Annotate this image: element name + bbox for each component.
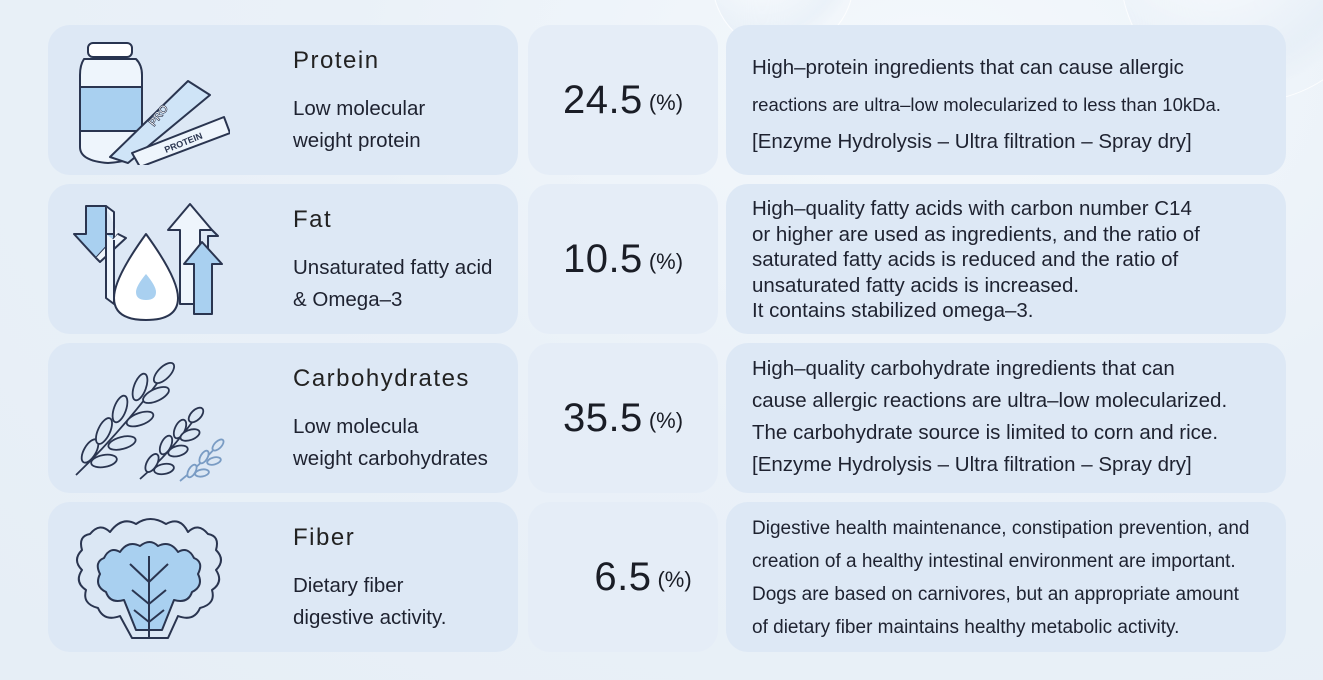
description-card — [726, 25, 1286, 175]
description-line: [Enzyme Hydrolysis – Ultra filtration – … — [752, 453, 1192, 476]
nutrient-description: High–quality carbohydrate ingredients th… — [752, 353, 1282, 481]
description-line: saturated fatty acids is reduced and the… — [752, 248, 1179, 271]
percentage-card — [528, 343, 718, 493]
description-line: High–quality fatty acids with carbon num… — [752, 197, 1192, 220]
nutrient-subtitle: Dietary fiber digestive activity. — [293, 570, 513, 634]
percentage-value: 35.5 — [562, 395, 643, 440]
nutrient-percentage: 35.5 (%) — [528, 343, 718, 493]
description-line: of dietary fiber maintains healthy metab… — [752, 617, 1180, 638]
nutrient-title: Fiber — [293, 524, 356, 551]
description-line: Dogs are based on carnivores, but an app… — [752, 584, 1239, 605]
subtitle-line: weight protein — [293, 129, 421, 152]
percentage-value: 10.5 — [562, 236, 643, 281]
description-line: unsaturated fatty acids is increased. — [752, 273, 1080, 297]
oil-drop-arrows-icon — [73, 203, 223, 321]
percentage-unit: (%) — [648, 249, 684, 274]
nutrient-title: Carbohydrates — [293, 365, 470, 392]
description-card — [726, 502, 1286, 652]
subtitle-line: weight carbohydrates — [293, 447, 488, 470]
protein-powder-icon: PRO PROTEIN — [79, 42, 230, 165]
subtitle-line: Dietary fiber — [293, 574, 404, 597]
description-line: It contains stabilized omega–3. — [752, 299, 1034, 322]
nutrient-subtitle: Low molecula weight carbohydrates — [293, 411, 523, 475]
nutrient-percentage: 6.5 (%) — [548, 502, 738, 652]
nutrient-description: High–protein ingredients that can cause … — [752, 49, 1282, 160]
subtitle-line: digestive activity. — [293, 606, 447, 629]
nutrient-title: Fat — [293, 206, 333, 233]
grain-leaves-icon — [75, 361, 225, 482]
nutrient-label-card — [48, 343, 518, 493]
description-line: The carbohydrate source is limited to co… — [752, 421, 1219, 444]
description-line: creation of a healthy intestinal environ… — [752, 551, 1236, 572]
percentage-unit: (%) — [648, 90, 684, 115]
nutrient-description: High–quality fatty acids with carbon num… — [752, 196, 1282, 324]
nutrient-percentage: 10.5 (%) — [528, 184, 718, 334]
description-line: or higher are used as ingredients, and t… — [752, 222, 1200, 246]
leafy-vegetable-icon — [76, 518, 222, 639]
description-line: [Enzyme Hydrolysis – Ultra filtration – … — [752, 130, 1192, 153]
nutrient-row-carbohydrates: Carbohydrates Low molecula weight carboh… — [48, 343, 1288, 493]
subtitle-line: & Omega–3 — [293, 288, 403, 311]
percentage-unit: (%) — [657, 567, 692, 592]
percentage-unit: (%) — [648, 408, 684, 433]
nutrient-percentage: 24.5 (%) — [528, 25, 718, 175]
nutrient-title: Protein — [293, 47, 380, 74]
description-card — [726, 184, 1286, 334]
nutrient-description: Digestive health maintenance, constipati… — [752, 512, 1282, 644]
description-line: cause allergic reactions are ultra–low m… — [752, 389, 1228, 412]
description-line: High–protein ingredients that can cause … — [752, 56, 1184, 79]
nutrient-subtitle: Low molecular weight protein — [293, 93, 513, 157]
percentage-value: 6.5 — [594, 554, 652, 599]
subtitle-line: Low molecular — [293, 97, 426, 120]
nutrient-subtitle: Unsaturated fatty acid & Omega–3 — [293, 252, 513, 316]
nutrient-row-fiber: Fiber Dietary fiber digestive activity. … — [48, 502, 1288, 652]
description-line: High–quality carbohydrate ingredients th… — [752, 357, 1175, 380]
subtitle-line: Low molecula — [293, 415, 419, 438]
percentage-card — [528, 25, 718, 175]
description-line: reactions are ultra–low molecularized to… — [752, 94, 1221, 115]
description-card — [726, 343, 1286, 493]
subtitle-line: Unsaturated fatty acid — [293, 256, 493, 279]
percentage-card — [528, 502, 718, 652]
description-line: Digestive health maintenance, constipati… — [752, 518, 1250, 539]
percentage-card — [528, 184, 718, 334]
percentage-value: 24.5 — [562, 77, 643, 122]
nutrient-row-fat: Fat Unsaturated fatty acid & Omega–3 10.… — [48, 184, 1288, 334]
nutrient-row-protein: PRO PROTEIN Protein Low molecular weight… — [48, 25, 1288, 175]
